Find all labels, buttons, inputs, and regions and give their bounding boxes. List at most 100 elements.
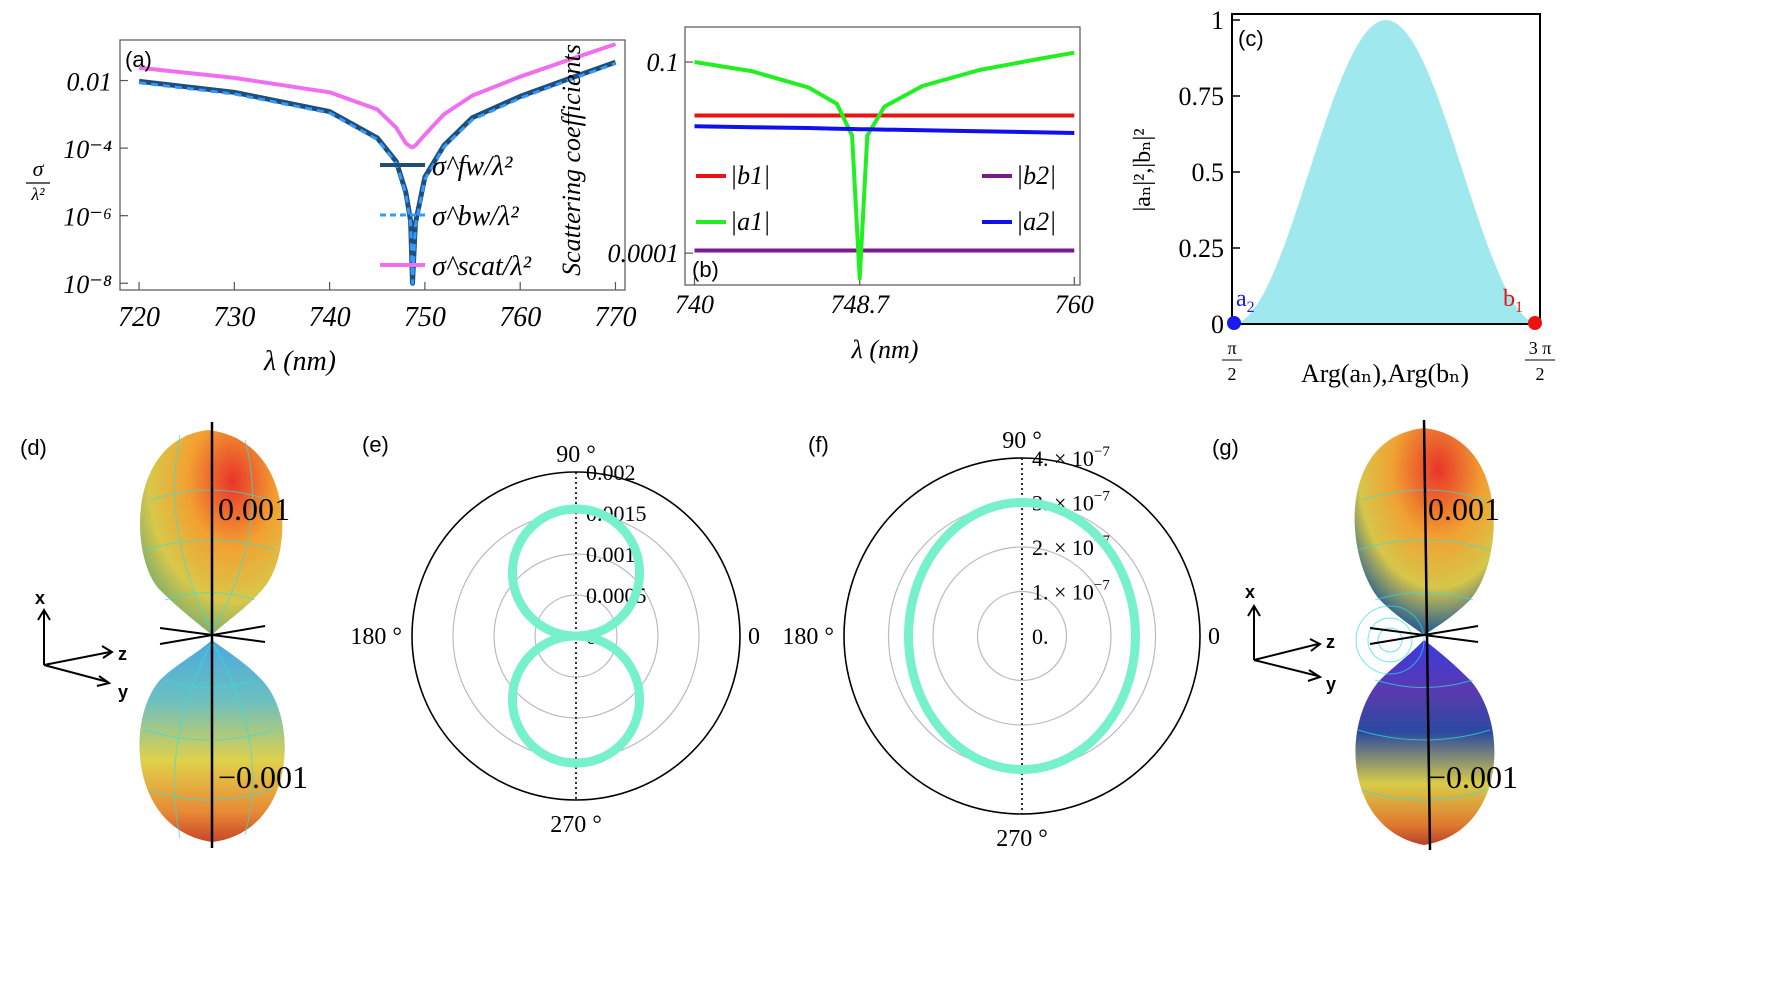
panel-g-top-tick: 0.001 <box>1428 491 1500 527</box>
b-xtick-label: 740 <box>675 290 714 319</box>
legend-fw-label: σ^fw/λ² <box>432 151 513 182</box>
panel-f: (f) 90 °180 °270 °00.1. × 10−72. × 10−73… <box>782 428 1220 852</box>
panel-g-axis-x: x <box>1245 582 1255 602</box>
legend-b2-label: |b2| <box>1016 161 1056 190</box>
polar-angle-90: 90 ° <box>1002 428 1042 454</box>
polar-angle-270: 270 ° <box>996 826 1048 852</box>
point-b1 <box>1528 316 1542 330</box>
a-xtick-label: 740 <box>309 302 351 333</box>
panel-a: 10⁻⁸10⁻⁶10⁻⁴0.01 720 730 740 750 760 770 (a) … <box>26 39 636 377</box>
a-series-line-0 <box>138 59 617 286</box>
panel-a-label: (a) <box>125 47 152 72</box>
polar-angle-90: 90 ° <box>556 442 596 468</box>
b-xtick-label: 760 <box>1055 290 1094 319</box>
legend-bw-label: σ^bw/λ² <box>432 201 519 232</box>
svg-text:2: 2 <box>1536 364 1545 384</box>
legend-a1-label: |a1| <box>730 207 770 236</box>
legend-scat-label: σ^scat/λ² <box>432 251 532 282</box>
panel-c-label: (c) <box>1238 26 1264 51</box>
panel-f-label: (f) <box>808 432 829 457</box>
polar-radial-tick: 0.002 <box>586 460 636 485</box>
legend-a2-label: |a2| <box>1016 207 1056 236</box>
polar-angle-0: 0 <box>1208 624 1220 650</box>
panel-c-xtick-right: 3 π 2 <box>1525 338 1555 384</box>
c-ytick-label: 0.75 <box>1179 82 1225 111</box>
polar-curve <box>904 498 1140 774</box>
panel-g-axes-triad <box>1247 604 1323 682</box>
b-ytick-label: 0.1 <box>647 48 680 77</box>
a-xtick-label: 720 <box>118 302 160 333</box>
svg-text:σ: σ <box>33 156 45 181</box>
a-xtick-label: 770 <box>594 302 636 333</box>
panel-d-mesh <box>144 434 276 839</box>
panel-g-axis-y: y <box>1326 674 1336 694</box>
panel-g-hline2 <box>1369 625 1479 645</box>
point-b1-label: b1 <box>1503 286 1523 316</box>
panel-g-lobe-top <box>1354 428 1494 635</box>
polar-ring <box>976 590 1068 682</box>
svg-text:π: π <box>1227 338 1236 358</box>
panel-d-bottom-tick: −0.001 <box>218 759 308 795</box>
legend-b1-label: |b1| <box>730 161 770 190</box>
a-ytick-label: 10⁻⁸ <box>63 270 112 299</box>
c-ytick-label: 0 <box>1211 310 1224 339</box>
panel-c-frame <box>1231 13 1541 325</box>
a-ytick-label: 10⁻⁶ <box>63 203 112 232</box>
a-xtick-label: 760 <box>499 302 541 333</box>
b-xtick-label: 748.7 <box>830 290 890 319</box>
panel-g-axis-z: z <box>1326 632 1335 652</box>
polar-radial-tick: 1. × 10−7 <box>1032 578 1110 605</box>
panel-b-legend: |b1| |b2| |a1| |a2| <box>696 161 1056 236</box>
panel-d-hline2 <box>159 625 266 645</box>
point-a2-label: a2 <box>1236 286 1255 316</box>
panel-d: (d) 0.001 −0.001 x z y <box>20 422 308 848</box>
a-series-line-2 <box>138 42 617 150</box>
polar-ring <box>843 457 1201 815</box>
panel-d-axis-z: z <box>118 644 127 664</box>
a-ytick-label: 10⁻⁴ <box>63 135 112 164</box>
svg-text:2: 2 <box>1228 364 1237 384</box>
panel-c-area <box>1232 20 1540 324</box>
panel-c-xlabel: Arg(aₙ),Arg(bₙ) <box>1301 359 1469 388</box>
panel-d-axis-x: x <box>35 588 45 608</box>
polar-angle-180: 180 ° <box>782 624 834 650</box>
panel-g-mesh <box>1355 489 1491 801</box>
a-xtick-label: 750 <box>404 302 446 333</box>
panel-b-frame <box>684 26 1081 286</box>
panel-g-bottom-tick: −0.001 <box>1428 759 1518 795</box>
panel-d-axis-y: y <box>118 682 128 702</box>
panel-g-lobe-bottom <box>1355 640 1495 845</box>
panel-b-xlabel: λ (nm) <box>851 335 919 364</box>
svg-text:λ²: λ² <box>30 184 45 204</box>
panel-g-label: (g) <box>1212 435 1239 460</box>
point-a2 <box>1227 316 1241 330</box>
panel-a-xlabel: λ (nm) <box>263 346 336 377</box>
b-series-line-3 <box>694 124 1075 135</box>
panel-b-label: (b) <box>692 257 719 282</box>
c-ytick-label: 1 <box>1211 6 1224 35</box>
panel-d-top-tick: 0.001 <box>218 491 290 527</box>
panel-d-label: (d) <box>20 435 47 460</box>
polar-curve <box>508 504 644 768</box>
panel-c-ylabel: |aₙ|²,|bₙ|² <box>1130 128 1156 211</box>
panel-b-ylabel: Scattering coefficients <box>557 44 586 276</box>
panel-e-label: (e) <box>362 432 389 457</box>
panel-b: 0.0001 0.1 740 748.7 760 (b) λ (nm) Scatter… <box>557 26 1094 364</box>
panel-a-ylabel: σ λ² <box>26 156 50 204</box>
a-xtick-label: 730 <box>213 302 255 333</box>
panel-d-axes-triad <box>37 608 114 687</box>
polar-angle-270: 270 ° <box>550 812 602 838</box>
c-ytick-label: 0.5 <box>1192 158 1225 187</box>
svg-text:3 π: 3 π <box>1529 338 1552 358</box>
a-ytick-label: 0.01 <box>67 68 113 97</box>
panel-a-frame <box>119 39 626 291</box>
polar-radial-tick: 0.001 <box>586 542 636 567</box>
b-ytick-label: 0.0001 <box>608 239 680 268</box>
panel-a-legend: σ^fw/λ² σ^bw/λ² σ^scat/λ² <box>380 151 532 282</box>
polar-angle-0: 0 <box>748 624 760 650</box>
panel-c: 0 0.25 0.5 0.75 1 (c) |aₙ|²,|bₙ|² Arg(aₙ),Ar… <box>1130 6 1555 388</box>
polar-radial-tick: 0. <box>1032 624 1049 649</box>
b-series-line-2 <box>694 50 1075 281</box>
c-ytick-label: 0.25 <box>1179 234 1225 263</box>
panel-e: (e) 90 °180 °270 °00.0.00050.0010.00150.… <box>350 432 760 838</box>
